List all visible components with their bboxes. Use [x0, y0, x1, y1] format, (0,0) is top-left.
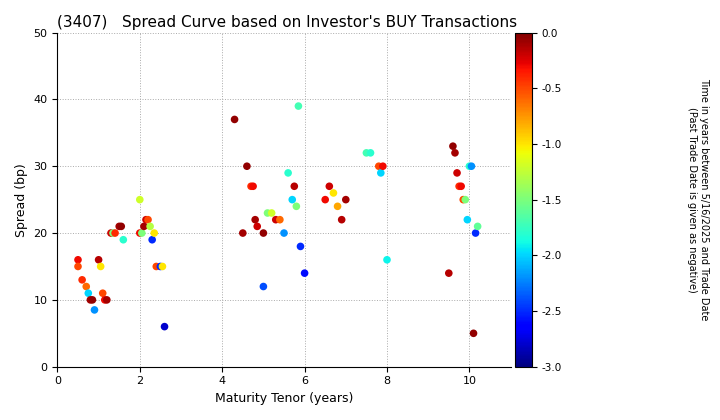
Point: [472, 223, 483, 230]
Point: [114, 223, 125, 230]
Point: [278, 230, 289, 236]
Point: [340, 196, 351, 203]
Point: [289, 183, 300, 190]
Point: [328, 189, 339, 196]
Point: [274, 216, 286, 223]
Point: [462, 216, 473, 223]
Point: [159, 323, 171, 330]
Point: [143, 216, 154, 223]
Point: [93, 257, 104, 263]
Point: [468, 330, 480, 337]
Point: [266, 210, 277, 216]
Point: [146, 236, 158, 243]
Point: [76, 276, 88, 283]
Text: (3407)   Spread Curve based on Investor's BUY Transactions: (3407) Spread Curve based on Investor's …: [58, 15, 518, 30]
Point: [287, 196, 298, 203]
Point: [258, 283, 269, 290]
Point: [136, 230, 148, 236]
Point: [377, 163, 389, 170]
Point: [454, 183, 465, 190]
Point: [249, 216, 261, 223]
Point: [138, 223, 150, 230]
Point: [373, 163, 384, 170]
Point: [81, 283, 92, 290]
Point: [323, 183, 335, 190]
Point: [140, 216, 152, 223]
Point: [262, 210, 274, 216]
Point: [464, 163, 475, 170]
Point: [89, 307, 100, 313]
Point: [282, 170, 294, 176]
Point: [375, 170, 387, 176]
Point: [144, 223, 156, 230]
Point: [157, 263, 168, 270]
Point: [336, 216, 348, 223]
Point: [72, 257, 84, 263]
Point: [86, 297, 98, 303]
Point: [251, 223, 263, 230]
Point: [443, 270, 454, 276]
Point: [320, 196, 331, 203]
Point: [148, 230, 160, 236]
Point: [291, 203, 302, 210]
Point: [97, 290, 109, 297]
Point: [134, 230, 145, 236]
Point: [248, 183, 259, 190]
Point: [361, 150, 372, 156]
Point: [246, 183, 257, 190]
Point: [447, 143, 459, 150]
Point: [85, 297, 96, 303]
Point: [270, 216, 282, 223]
Point: [107, 230, 119, 236]
Point: [292, 103, 304, 110]
Point: [466, 163, 477, 170]
Point: [229, 116, 240, 123]
Point: [95, 263, 107, 270]
Point: [134, 196, 145, 203]
Point: [237, 230, 248, 236]
Point: [332, 203, 343, 210]
Point: [117, 236, 129, 243]
Point: [150, 263, 162, 270]
Point: [382, 257, 393, 263]
Point: [470, 230, 482, 236]
Point: [459, 196, 471, 203]
Y-axis label: Spread (bp): Spread (bp): [15, 163, 28, 236]
Point: [299, 270, 310, 276]
Point: [109, 230, 121, 236]
Point: [456, 183, 467, 190]
Point: [294, 243, 306, 250]
Y-axis label: Time in years between 5/16/2025 and Trade Date
(Past Trade Date is given as nega: Time in years between 5/16/2025 and Trad…: [687, 79, 708, 321]
Point: [115, 223, 127, 230]
Point: [99, 297, 111, 303]
Point: [241, 163, 253, 170]
Point: [155, 263, 166, 270]
Point: [449, 150, 461, 156]
Point: [72, 263, 84, 270]
Point: [457, 196, 469, 203]
Point: [105, 230, 117, 236]
X-axis label: Maturity Tenor (years): Maturity Tenor (years): [215, 392, 354, 405]
Point: [101, 297, 112, 303]
Point: [365, 150, 377, 156]
Point: [83, 290, 94, 297]
Point: [451, 170, 463, 176]
Point: [258, 230, 269, 236]
